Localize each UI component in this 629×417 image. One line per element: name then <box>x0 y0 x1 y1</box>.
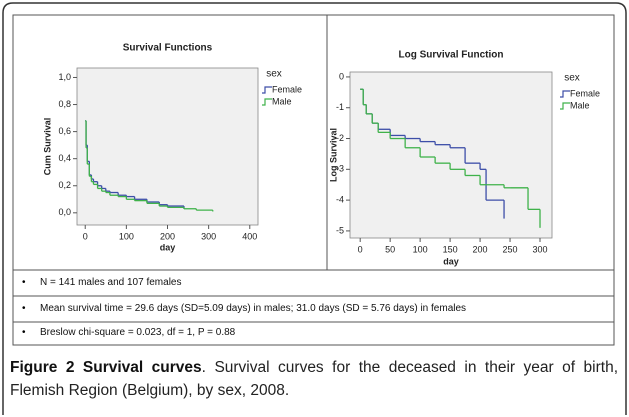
legend-label: Female <box>272 84 302 94</box>
legend-swatch <box>560 90 570 98</box>
table-border <box>12 14 615 346</box>
x-tick-label: 300 <box>532 244 547 254</box>
y-tick-label: -3 <box>336 164 344 174</box>
y-tick-label: 0 <box>339 71 344 81</box>
note: N = 141 males and 107 females <box>40 277 182 288</box>
caption-label: Figure 2 Survival curves <box>10 359 202 376</box>
bullet: • <box>22 277 26 288</box>
caption: Figure 2 Survival curves. Survival curve… <box>10 356 618 402</box>
y-tick-label: -1 <box>336 102 344 112</box>
legend-title: sex <box>266 69 282 80</box>
x-tick-label: 0 <box>83 231 88 241</box>
legend-label: Male <box>272 96 292 106</box>
x-tick-label: 200 <box>473 244 488 254</box>
x-tick-label: 100 <box>119 231 134 241</box>
chart-title: Log Survival Function <box>398 50 503 61</box>
x-tick-label: 200 <box>160 231 175 241</box>
legend-label: Male <box>570 100 590 110</box>
x-tick-label: 50 <box>385 244 395 254</box>
y-tick-label: 0,4 <box>58 153 71 163</box>
x-tick-label: 150 <box>443 244 458 254</box>
x-axis-label: day <box>160 242 176 252</box>
bullet: • <box>22 303 26 314</box>
caption-text: . Survival curves for the deceased in th… <box>10 359 618 399</box>
y-axis-label: Cum Survival <box>42 118 52 176</box>
x-tick-label: 100 <box>413 244 428 254</box>
y-tick-label: -4 <box>336 194 344 204</box>
y-axis-label: Log Survival <box>328 128 338 182</box>
legend-swatch <box>262 98 272 106</box>
y-tick-label: 1,0 <box>58 72 71 82</box>
plot-area <box>349 71 553 239</box>
note: Breslow chi-square = 0.023, df = 1, P = … <box>40 327 236 338</box>
y-tick-label: 0,8 <box>58 99 71 109</box>
y-tick-label: 0,0 <box>58 207 71 217</box>
bullet: • <box>22 327 26 338</box>
x-tick-label: 400 <box>242 231 257 241</box>
chart-title: Survival Functions <box>123 43 213 54</box>
x-tick-label: 300 <box>201 231 216 241</box>
legend-title: sex <box>564 73 580 84</box>
x-tick-label: 250 <box>503 244 518 254</box>
y-tick-label: 0,6 <box>58 126 71 136</box>
x-tick-label: 0 <box>358 244 363 254</box>
legend-swatch <box>262 86 272 94</box>
plot-area <box>76 67 259 226</box>
x-axis-label: day <box>443 256 459 266</box>
note: Mean survival time = 29.6 days (SD=5.09 … <box>40 303 467 314</box>
y-tick-label: -2 <box>336 133 344 143</box>
legend-swatch <box>560 102 570 110</box>
legend-label: Female <box>570 88 600 98</box>
y-tick-label: -5 <box>336 225 344 235</box>
y-tick-label: 0,2 <box>58 180 71 190</box>
